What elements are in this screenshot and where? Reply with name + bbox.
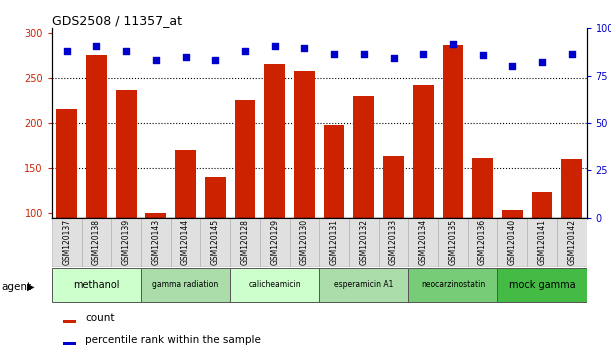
Point [210,57,220,63]
Text: GSM120140: GSM120140 [508,219,517,265]
Bar [532,193,552,218]
Point [389,55,398,61]
Text: calicheamicin: calicheamicin [249,280,301,290]
Bar [56,109,77,218]
Point [62,48,71,54]
Bar [383,156,404,218]
Bar [116,90,137,218]
Text: agent: agent [2,282,32,292]
FancyBboxPatch shape [111,218,141,267]
Text: methanol: methanol [73,280,120,290]
Text: neocarzinostatin: neocarzinostatin [421,280,485,290]
FancyBboxPatch shape [52,268,141,302]
Point [359,51,368,56]
FancyBboxPatch shape [408,268,497,302]
Bar [442,45,463,218]
FancyBboxPatch shape [141,268,230,302]
Text: GSM120141: GSM120141 [538,219,546,265]
FancyBboxPatch shape [141,218,170,267]
Text: gamma radiation: gamma radiation [153,280,219,290]
Point [478,52,488,58]
FancyBboxPatch shape [527,218,557,267]
Text: mock gamma: mock gamma [509,280,576,290]
FancyBboxPatch shape [82,218,111,267]
FancyBboxPatch shape [438,218,468,267]
Bar [145,213,166,218]
FancyBboxPatch shape [200,218,230,267]
Point [151,57,161,63]
Point [567,51,577,56]
Point [122,48,131,54]
Bar [562,159,582,218]
FancyBboxPatch shape [260,218,290,267]
FancyBboxPatch shape [557,218,587,267]
FancyBboxPatch shape [230,218,260,267]
Text: GSM120132: GSM120132 [359,219,368,265]
Text: GSM120139: GSM120139 [122,219,131,265]
Text: GSM120145: GSM120145 [211,219,220,265]
Point [448,41,458,46]
Bar [265,64,285,218]
Point [270,44,280,49]
Text: GSM120131: GSM120131 [329,219,338,265]
Bar [205,177,225,218]
Bar [502,211,522,218]
Bar [353,96,374,218]
Text: GSM120133: GSM120133 [389,219,398,265]
Text: GSM120138: GSM120138 [92,219,101,265]
Point [299,45,309,51]
Text: GSM120136: GSM120136 [478,219,487,265]
Bar [472,158,493,218]
FancyBboxPatch shape [63,342,76,345]
Text: esperamicin A1: esperamicin A1 [334,280,393,290]
FancyBboxPatch shape [379,218,408,267]
Bar [235,99,255,218]
Bar [86,55,107,218]
Point [537,59,547,64]
FancyBboxPatch shape [497,218,527,267]
FancyBboxPatch shape [320,218,349,267]
Text: GSM120143: GSM120143 [152,219,161,265]
Text: GSM120128: GSM120128 [241,219,249,265]
FancyBboxPatch shape [52,218,82,267]
Point [181,55,191,60]
Point [419,51,428,56]
FancyBboxPatch shape [320,268,408,302]
FancyBboxPatch shape [230,268,320,302]
Text: GSM120130: GSM120130 [300,219,309,265]
Point [329,51,339,56]
Bar [175,150,196,218]
Text: GDS2508 / 11357_at: GDS2508 / 11357_at [52,14,182,27]
Text: GSM120129: GSM120129 [270,219,279,265]
Point [92,44,101,49]
Text: percentile rank within the sample: percentile rank within the sample [85,335,261,345]
FancyBboxPatch shape [290,218,320,267]
FancyBboxPatch shape [170,218,200,267]
Text: ▶: ▶ [27,282,34,292]
FancyBboxPatch shape [63,320,76,323]
Point [507,63,517,69]
FancyBboxPatch shape [349,218,379,267]
Text: GSM120134: GSM120134 [419,219,428,265]
Bar [324,125,345,218]
Text: GSM120142: GSM120142 [567,219,576,265]
Text: GSM120135: GSM120135 [448,219,458,265]
FancyBboxPatch shape [497,268,587,302]
Point [240,48,250,54]
Bar [413,85,434,218]
FancyBboxPatch shape [408,218,438,267]
Text: count: count [85,313,115,323]
Text: GSM120137: GSM120137 [62,219,71,265]
FancyBboxPatch shape [468,218,497,267]
Text: GSM120144: GSM120144 [181,219,190,265]
Bar [294,71,315,218]
